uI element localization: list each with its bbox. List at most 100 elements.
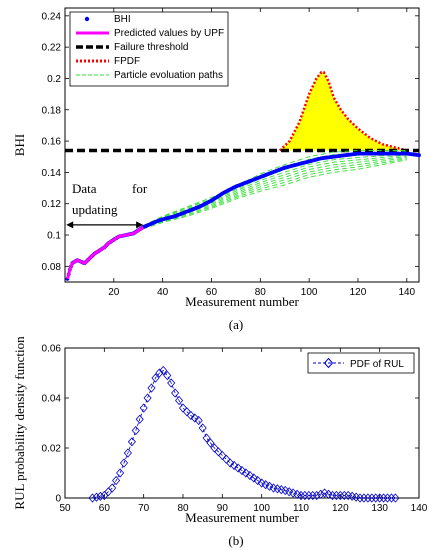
chart-a-x-tick-label: 40 [157, 287, 169, 298]
pdf-rul-point [336, 490, 345, 501]
pdf-rul-point [135, 414, 144, 424]
pdf-rul-point [159, 365, 168, 376]
legend-bhi-marker [84, 16, 90, 22]
pdf-rul-point [206, 438, 215, 448]
pdf-rul-point [92, 492, 101, 502]
pdf-rul-point [371, 493, 380, 503]
data-for-updating-annotation: Data for updating [66, 181, 148, 229]
annotation-data-text: Data [72, 181, 97, 196]
legend-upf-label: Predicted values by UPF [114, 28, 224, 39]
pdf-rul-point [198, 423, 207, 433]
pdf-rul-point [241, 468, 250, 478]
chart-b-marks [88, 365, 400, 503]
pdf-rul-point [190, 413, 199, 423]
chart-a-x-tick-label: 120 [350, 287, 367, 298]
upf-predicted-line [65, 225, 144, 280]
chart-a-legend-box [69, 11, 229, 87]
chart-a-y-tick-label: 0.18 [42, 105, 62, 116]
pdf-rul-point [332, 490, 341, 501]
pdf-rul-point [230, 460, 239, 471]
pdf-rul-point [88, 493, 97, 503]
pdf-rul-point [383, 493, 392, 503]
annotation-arrowhead-left [66, 221, 74, 229]
legend-threshold-label: Failure threshold [114, 42, 188, 53]
particle-path [142, 154, 407, 228]
chart-a-y-tick-label: 0.14 [42, 168, 62, 179]
pdf-rul-point [355, 493, 365, 503]
pdf-rul-point [300, 490, 309, 501]
chart-a: 0.08 0.1 0.12 0.14 0.16 0.18 0.2 0.22 0.24 20 40 6… [12, 7, 421, 332]
pdf-rul-point [253, 475, 262, 486]
pdf-rul-point [210, 443, 219, 453]
pdf-rul-point [178, 403, 188, 413]
pdf-rul-point [155, 368, 164, 378]
pdf-rul-point [340, 490, 349, 501]
chart-b-x-tick-label: 80 [177, 503, 189, 514]
chart-a-y-tick-label: 0.16 [42, 137, 62, 148]
chart-b-y-axis-label: RUL probability density function [12, 336, 27, 510]
pdf-rul-point [116, 468, 125, 478]
pdf-rul-point [328, 490, 337, 501]
chart-a-y-tick-label: 0.2 [47, 74, 61, 85]
legend-pdf-marker [323, 357, 334, 369]
chart-b-legend: PDF of RUL [307, 352, 415, 374]
legend-bhi-label: BHI [114, 14, 131, 25]
pdf-rul-point [218, 450, 227, 461]
pdf-rul-point [171, 388, 180, 398]
fpdf-fill-area [279, 72, 407, 151]
pdf-rul-point [123, 448, 132, 458]
pdf-rul-point [312, 490, 321, 501]
pdf-rul-point [387, 493, 396, 503]
annotation-arrowhead-right [136, 221, 144, 229]
chart-a-x-tick-label: 100 [301, 287, 318, 298]
pdf-rul-point [147, 383, 156, 393]
chart-b-x-tick-label: 70 [138, 503, 150, 514]
legend-pdf-label: PDF of RUL [350, 359, 404, 370]
pdf-rul-point [214, 447, 223, 457]
pdf-rul-point [237, 465, 247, 476]
pdf-rul-point [257, 478, 266, 488]
particle-path [142, 159, 407, 230]
chart-b-x-axis-label: Measurement number [185, 510, 299, 525]
annotation-double-arrow [66, 221, 144, 229]
particle-path [142, 158, 407, 229]
particle-path [142, 155, 407, 229]
pdf-rul-point [316, 489, 325, 499]
chart-b-x-tick-label: 130 [371, 503, 388, 514]
pdf-rul-point [359, 493, 368, 503]
pdf-rul-point [304, 490, 313, 501]
chart-a-legend: BHI Predicted values by UPF Failure thre… [69, 11, 229, 87]
legend-fpdf-label: FPDF [114, 56, 140, 67]
bhi-point [417, 153, 421, 158]
chart-b-x-tick-label: 50 [59, 503, 71, 514]
chart-a-y-tick-label: 0.22 [42, 43, 62, 54]
chart-b-legend-box [307, 352, 415, 374]
chart-a-y-tick-label: 0.08 [42, 262, 62, 273]
pdf-rul-point [367, 493, 376, 503]
annotation-for-text: for [132, 181, 148, 196]
chart-a-x-tick-label: 80 [255, 287, 267, 298]
chart-b-caption: (b) [228, 533, 243, 548]
pdf-rul-point [222, 454, 231, 464]
chart-b-x-tick-label: 100 [253, 503, 270, 514]
chart-b-x-tick-label: 90 [217, 503, 229, 514]
pdf-rul-point [249, 473, 258, 483]
chart-b-y-ticks: 0 0.02 0.04 0.06 [42, 344, 419, 505]
chart-b-x-tick-label: 120 [332, 503, 349, 514]
pdf-rul-point [151, 373, 160, 383]
pdf-rul-point [175, 395, 184, 406]
pdf-rul-point [194, 415, 203, 426]
annotation-updating-text: updating [72, 202, 118, 217]
pdf-rul-point [202, 433, 211, 443]
particle-path [142, 150, 407, 227]
chart-b-x-tick-label: 60 [99, 503, 111, 514]
chart-a-caption: (a) [229, 317, 243, 332]
chart-a-y-tick-label: 0.24 [42, 11, 62, 22]
pdf-rul-point [182, 407, 191, 417]
chart-b-x-tick-label: 110 [293, 503, 309, 514]
pdf-rul-point [265, 481, 274, 491]
particle-path [142, 157, 407, 229]
chart-a-y-ticks: 0.08 0.1 0.12 0.14 0.16 0.18 0.2 0.22 0.24 [42, 11, 419, 273]
pdf-rul-point [112, 475, 121, 486]
pdf-rul-line [92, 369, 396, 499]
